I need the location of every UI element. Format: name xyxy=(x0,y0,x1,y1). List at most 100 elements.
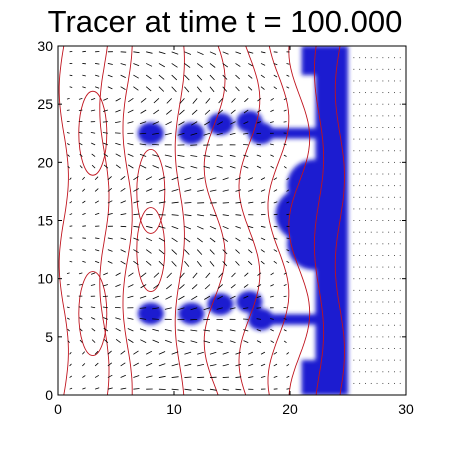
velocity-vector xyxy=(145,260,152,266)
grid-dot xyxy=(365,243,366,245)
velocity-vector xyxy=(90,109,96,112)
velocity-vector xyxy=(153,98,160,104)
velocity-vector xyxy=(203,155,211,157)
velocity-vector xyxy=(247,86,253,91)
velocity-vector xyxy=(216,340,223,344)
grid-dot xyxy=(376,243,378,245)
grid-dot xyxy=(399,68,401,70)
grid-dot xyxy=(353,208,355,210)
velocity-vector xyxy=(82,363,86,367)
background-dots xyxy=(353,45,407,396)
grid-dot xyxy=(382,103,384,105)
velocity-vector xyxy=(158,188,166,192)
velocity-vector xyxy=(203,307,211,311)
velocity-vector xyxy=(209,225,217,230)
y-tick-label: 20 xyxy=(37,154,53,170)
tracer-blob xyxy=(137,122,164,145)
grid-dot xyxy=(370,196,372,198)
grid-dot xyxy=(376,115,378,117)
velocity-vector xyxy=(107,237,113,240)
velocity-vector xyxy=(140,284,147,289)
velocity-vector xyxy=(197,189,204,192)
velocity-vector xyxy=(91,164,96,169)
velocity-vector xyxy=(133,51,140,54)
grid-dot xyxy=(353,231,355,233)
velocity-vector xyxy=(244,98,249,103)
velocity-vector xyxy=(153,109,160,115)
velocity-vector xyxy=(120,260,126,265)
velocity-vectors xyxy=(66,50,290,391)
grid-dot xyxy=(388,278,390,280)
velocity-vector xyxy=(133,249,139,254)
velocity-vector xyxy=(103,142,109,146)
grid-dot xyxy=(376,289,378,291)
velocity-vector xyxy=(243,165,249,169)
grid-dot xyxy=(394,231,395,233)
grid-dot xyxy=(359,231,361,233)
velocity-vector xyxy=(79,142,83,146)
velocity-vector xyxy=(248,237,253,241)
grid-dot xyxy=(382,150,384,152)
velocity-vector xyxy=(115,164,121,169)
velocity-vector xyxy=(139,143,147,146)
velocity-vector xyxy=(91,153,96,157)
grid-dot xyxy=(365,382,366,384)
velocity-vector xyxy=(177,340,185,344)
grid-dot xyxy=(388,371,390,373)
velocity-vector xyxy=(103,153,109,157)
grid-dot xyxy=(399,185,401,187)
velocity-vector xyxy=(94,260,100,264)
velocity-vector xyxy=(164,154,172,157)
velocity-vector xyxy=(133,188,139,192)
grid-dot xyxy=(353,313,355,315)
velocity-vector xyxy=(248,63,253,67)
velocity-vector xyxy=(191,121,198,126)
velocity-vector xyxy=(203,329,211,332)
velocity-vector xyxy=(139,318,147,320)
velocity-vector xyxy=(260,376,266,378)
velocity-vector xyxy=(103,272,109,276)
velocity-vector xyxy=(171,189,179,192)
velocity-vector xyxy=(273,189,278,192)
contour-lines xyxy=(58,46,345,395)
grid-dot xyxy=(388,185,390,187)
velocity-vector xyxy=(133,237,140,241)
velocity-vector xyxy=(158,63,166,68)
grid-dot xyxy=(388,161,390,163)
velocity-vector xyxy=(120,249,126,253)
velocity-vector xyxy=(94,212,100,216)
velocity-vector xyxy=(243,132,249,135)
velocity-vector xyxy=(127,164,134,169)
grid-dot xyxy=(382,92,384,94)
grid-dot xyxy=(353,161,355,163)
velocity-vector xyxy=(127,317,134,320)
velocity-vector xyxy=(66,272,70,274)
velocity-vector xyxy=(66,306,70,309)
grid-dot xyxy=(382,371,384,373)
grid-dot xyxy=(359,278,361,280)
velocity-vector xyxy=(91,328,96,332)
velocity-vector xyxy=(286,363,290,367)
grid-dot xyxy=(399,208,401,210)
velocity-vector xyxy=(283,154,287,157)
velocity-vector xyxy=(78,131,83,134)
velocity-vector xyxy=(115,142,121,146)
velocity-vector xyxy=(82,200,86,204)
grid-dot xyxy=(365,301,366,303)
grid-dot xyxy=(376,382,378,384)
velocity-vector xyxy=(217,109,223,115)
grid-dot xyxy=(376,80,378,82)
velocity-vector xyxy=(79,328,83,332)
velocity-vector xyxy=(69,177,72,181)
velocity-vector xyxy=(82,351,86,355)
velocity-vector xyxy=(107,63,113,65)
velocity-vector xyxy=(158,351,166,355)
velocity-vector xyxy=(177,165,185,169)
velocity-vector xyxy=(171,249,178,255)
velocity-vector xyxy=(177,329,185,332)
velocity-vector xyxy=(166,284,172,290)
grid-dot xyxy=(388,208,390,210)
grid-dot xyxy=(399,301,401,303)
velocity-vector xyxy=(82,74,86,77)
grid-dot xyxy=(394,255,395,256)
